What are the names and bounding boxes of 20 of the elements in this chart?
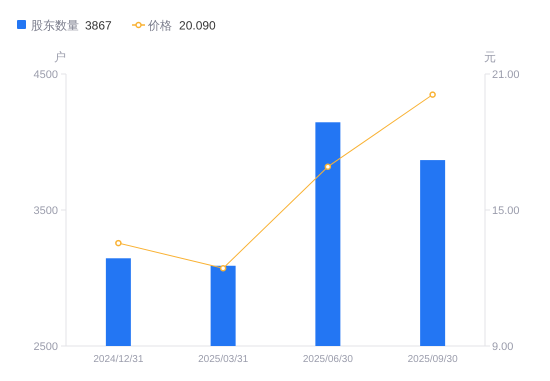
y2-tick-label: 15.00 — [492, 205, 520, 217]
point — [220, 265, 226, 272]
y-axis-title: 户 — [54, 50, 66, 64]
x-tick-label: 2025/06/30 — [302, 354, 354, 365]
point — [324, 163, 332, 170]
legend-label: 价格 — [147, 18, 172, 32]
text: 3867 — [85, 18, 112, 32]
y2-axis-title: 元 — [484, 50, 496, 64]
x-tick-label: 2025/03/31 — [198, 354, 249, 365]
text: 20.090 — [179, 18, 216, 32]
y-tick-label: 3500 — [34, 205, 58, 217]
x-tick-label: 2024/12/31 — [93, 354, 144, 365]
x-tick-label: 2025/09/30 — [408, 354, 458, 365]
y2-tick-label: 21.00 — [492, 69, 520, 81]
point — [429, 91, 436, 98]
y-tick-label: 4500 — [34, 69, 58, 81]
y2-tick-label: 9.00 — [492, 341, 514, 353]
point — [115, 240, 122, 246]
y-tick-label: 2500 — [34, 341, 58, 353]
legend-label: 股东数量 — [31, 18, 79, 32]
